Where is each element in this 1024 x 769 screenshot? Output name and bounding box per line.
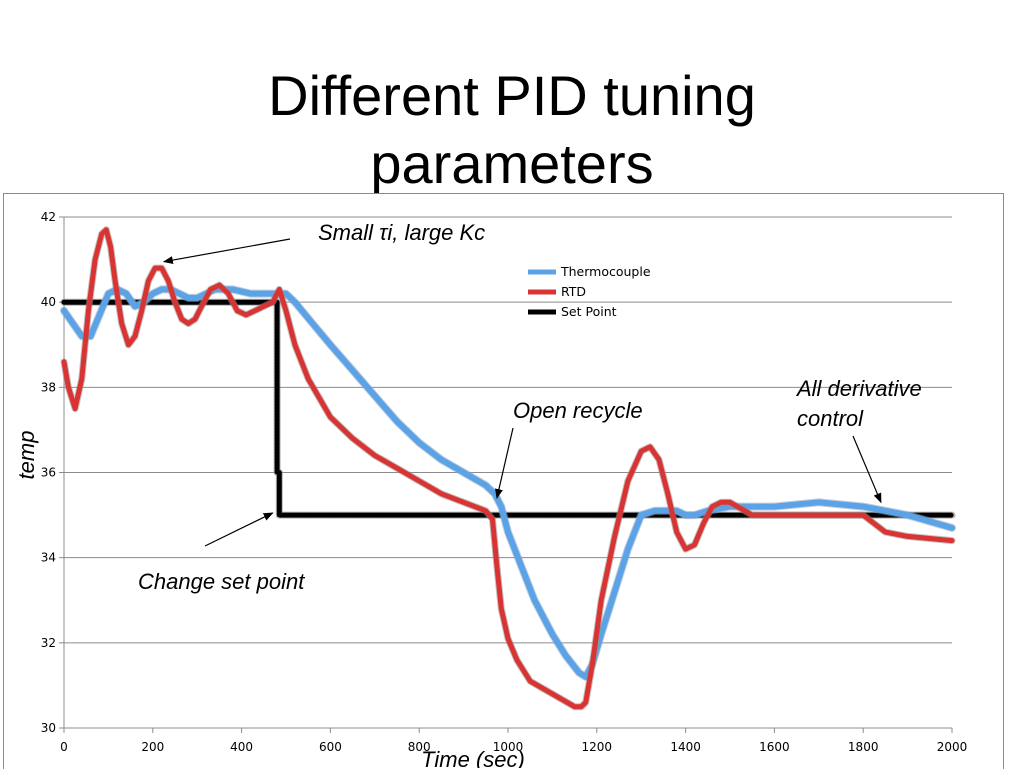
slide-title-line2: parameters [370, 132, 654, 195]
y-axis-title: temp [14, 431, 39, 480]
annotation-1-text: Small τi, large Kc [318, 220, 485, 245]
x-tick-label: 1000 [493, 740, 524, 754]
x-tick-label: 200 [141, 740, 164, 754]
legend: Thermocouple RTD Set Point [528, 264, 651, 319]
legend-label-rtd: RTD [561, 284, 586, 299]
legend-label-set-point: Set Point [561, 304, 617, 319]
annotation-2-text: Open recycle [513, 398, 643, 423]
annotation-1-arrow [162, 238, 291, 265]
y-tick-label: 34 [41, 551, 56, 565]
x-tick-label: 1600 [759, 740, 790, 754]
legend-label-thermocouple: Thermocouple [560, 264, 651, 279]
y-tick-label: 40 [41, 295, 56, 309]
annotation-3-arrow [852, 435, 882, 504]
x-tick-label: 2000 [937, 740, 968, 754]
annotations: Small τi, large Kc Open recycle All deriva… [138, 220, 922, 594]
x-tick-label: 400 [230, 740, 253, 754]
x-tick-label: 1800 [848, 740, 879, 754]
series-thermocouple-line [61, 286, 955, 680]
y-tick-label: 30 [41, 721, 56, 735]
slide-title-line1: Different PID tuning [268, 64, 756, 127]
y-tick-label: 32 [41, 636, 56, 650]
x-tick-label: 0 [60, 740, 68, 754]
y-tick-label: 38 [41, 380, 56, 394]
annotation-3-text: All derivative control [795, 376, 922, 431]
axis-titles: Time (sec) temp [14, 431, 525, 768]
series-thermocouple-halo [60, 285, 956, 681]
slide-title: Different PID tuning parameters [0, 62, 1024, 198]
y-tick-label: 36 [41, 466, 56, 480]
x-tick-label: 1200 [582, 740, 613, 754]
x-tick-label: 800 [408, 740, 431, 754]
gridlines [64, 216, 952, 644]
annotation-4-text: Change set point [138, 569, 305, 594]
annotation-4-arrow [204, 512, 274, 547]
x-tick-label: 600 [319, 740, 342, 754]
y-tick-label: 42 [41, 210, 56, 224]
annotation-2-arrow [495, 427, 514, 500]
x-axis-title: Time (sec) [421, 747, 525, 768]
series-rtd-line [61, 227, 955, 710]
axes: 30 32 34 36 38 40 42 0 200 400 600 800 1000 1200 1400 1… [41, 210, 968, 754]
series-lines [60, 226, 956, 711]
series-set-point-line [61, 299, 955, 518]
x-tick-label: 1400 [670, 740, 701, 754]
